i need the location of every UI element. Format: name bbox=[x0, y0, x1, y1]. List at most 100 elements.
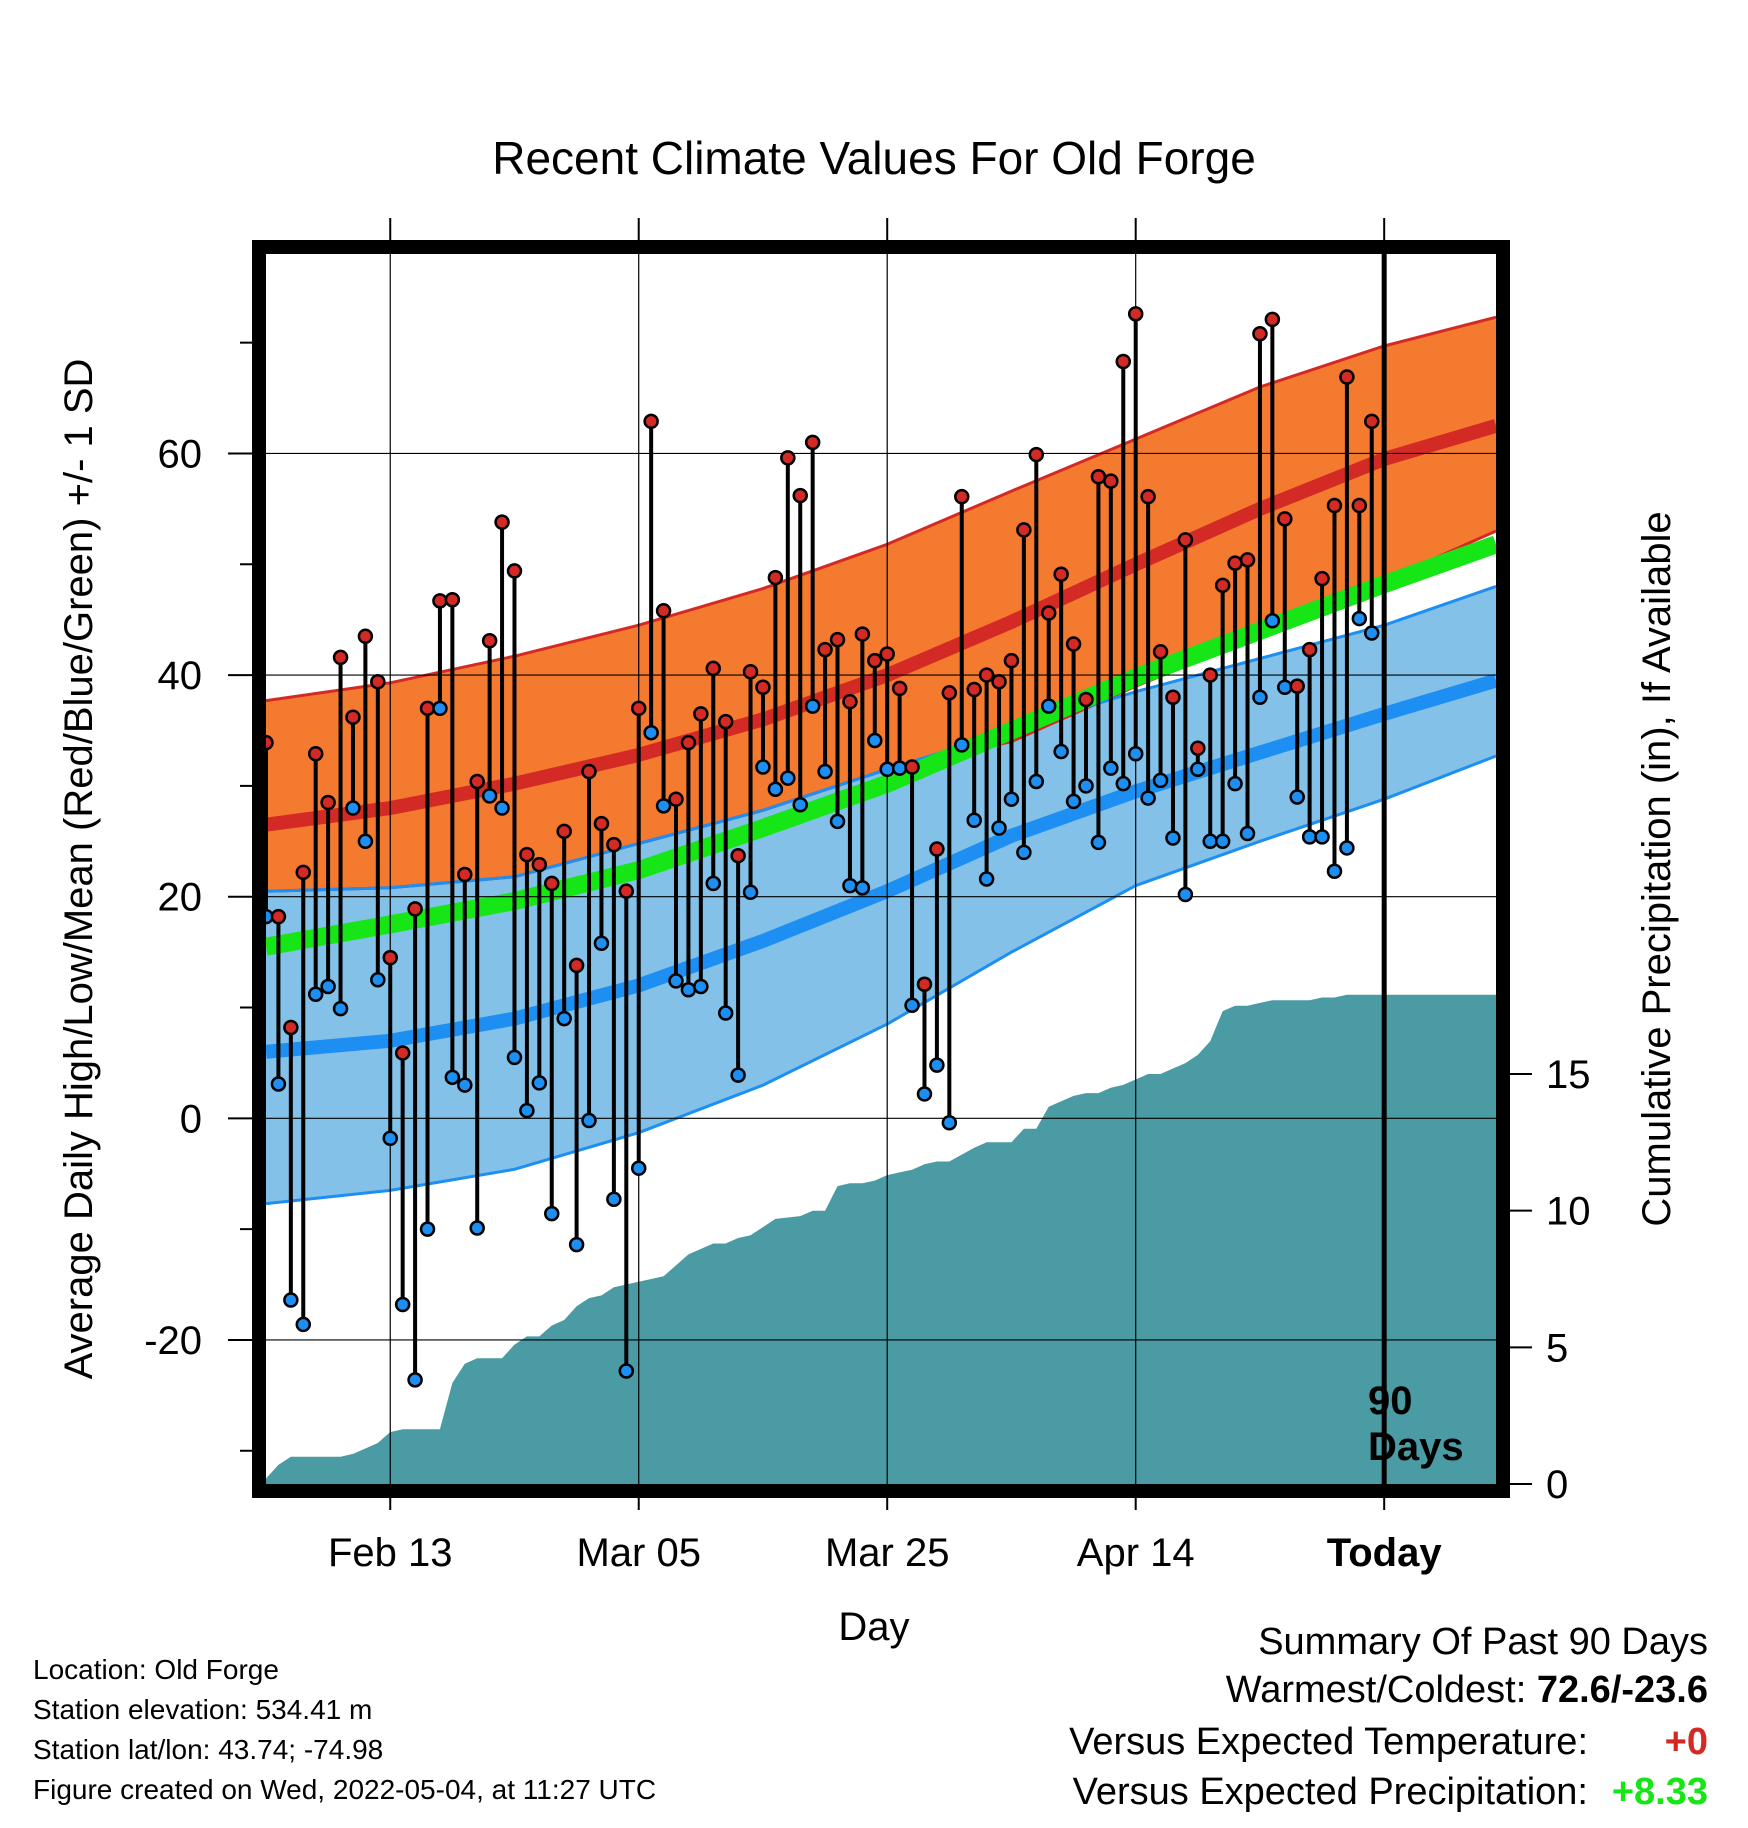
low-point bbox=[867, 732, 883, 749]
summary-precip-label: Versus Expected Precipitation: bbox=[1072, 1771, 1588, 1813]
high-point bbox=[382, 949, 398, 966]
high-point bbox=[929, 841, 945, 857]
high-point bbox=[966, 681, 982, 698]
low-point bbox=[295, 1316, 312, 1333]
summary-warm-cold-value: 72.6/-23.6 bbox=[1536, 1669, 1708, 1711]
low-point bbox=[991, 820, 1007, 836]
y-tick-label: 40 bbox=[158, 654, 203, 698]
low-point bbox=[1053, 743, 1069, 760]
summary-title: Summary Of Past 90 Days bbox=[1258, 1621, 1708, 1663]
high-point bbox=[1339, 369, 1355, 385]
x-tick-label: Mar 05 bbox=[576, 1531, 701, 1575]
low-point bbox=[1289, 789, 1305, 805]
high-point bbox=[370, 673, 386, 690]
low-point bbox=[1165, 830, 1181, 846]
daily-stems bbox=[266, 313, 1374, 1380]
high-point bbox=[991, 673, 1007, 690]
high-point bbox=[1314, 570, 1330, 587]
high-point bbox=[1127, 306, 1144, 322]
low-point bbox=[469, 1220, 485, 1236]
high-point bbox=[854, 626, 871, 642]
low-point bbox=[1152, 772, 1169, 789]
high-point bbox=[332, 649, 349, 666]
high-point bbox=[419, 700, 436, 717]
low-point bbox=[270, 1076, 287, 1092]
high-point bbox=[1028, 446, 1045, 463]
high-point bbox=[1277, 511, 1293, 527]
high-point bbox=[891, 680, 908, 697]
summary-temp-label: Versus Expected Temperature: bbox=[1069, 1721, 1588, 1763]
low-point bbox=[643, 724, 659, 741]
low-point bbox=[581, 1112, 597, 1129]
high-point bbox=[606, 836, 622, 853]
y-tick-label: -20 bbox=[144, 1319, 202, 1363]
low-point bbox=[1364, 625, 1380, 641]
low-point bbox=[693, 978, 709, 995]
footer-info: Location: Old Forge Station elevation: 5… bbox=[33, 1650, 656, 1810]
high-point bbox=[630, 700, 647, 717]
high-point bbox=[1364, 413, 1380, 430]
y-right-tick-label: 15 bbox=[1546, 1053, 1591, 1097]
high-point bbox=[668, 791, 684, 807]
low-point bbox=[345, 800, 361, 816]
low-point bbox=[792, 796, 808, 813]
high-point bbox=[978, 667, 995, 683]
low-point bbox=[519, 1102, 535, 1119]
high-point bbox=[954, 488, 970, 505]
low-point bbox=[568, 1236, 585, 1253]
low-point bbox=[1177, 886, 1194, 903]
high-point bbox=[1289, 678, 1305, 694]
high-point bbox=[693, 706, 709, 722]
high-point bbox=[1190, 740, 1206, 756]
high-point bbox=[1301, 641, 1318, 658]
low-point bbox=[829, 813, 846, 830]
x-tick-label: Feb 13 bbox=[328, 1531, 453, 1575]
x-tick-label: Apr 14 bbox=[1077, 1531, 1195, 1575]
high-point bbox=[1239, 552, 1256, 568]
low-point bbox=[742, 884, 759, 901]
high-point bbox=[568, 957, 585, 974]
low-point bbox=[854, 880, 871, 896]
high-point bbox=[1177, 532, 1194, 548]
low-point bbox=[1339, 840, 1355, 856]
high-point bbox=[1065, 636, 1082, 652]
low-point bbox=[506, 1049, 523, 1066]
low-point bbox=[307, 986, 324, 1002]
low-point bbox=[419, 1221, 436, 1237]
high-point bbox=[1040, 605, 1057, 621]
low-point bbox=[680, 982, 697, 998]
high-point bbox=[1078, 691, 1094, 708]
low-point bbox=[1103, 760, 1119, 776]
x-tick-label: Today bbox=[1327, 1531, 1443, 1575]
low-point bbox=[705, 875, 722, 892]
high-point bbox=[307, 746, 324, 762]
low-point bbox=[1016, 844, 1032, 861]
low-point bbox=[767, 781, 784, 797]
summary-precip-value: +8.33 bbox=[1611, 1771, 1708, 1813]
low-point bbox=[618, 1363, 635, 1379]
y-axis-left-label: Average Daily High/Low/Mean (Red/Blue/Gr… bbox=[57, 359, 101, 1380]
low-point bbox=[1277, 679, 1293, 696]
y-right-tick-label: 0 bbox=[1546, 1463, 1568, 1507]
low-point bbox=[941, 1115, 958, 1131]
y-axis-right: 0 5 10 15 bbox=[1510, 1053, 1591, 1507]
y-axis-right-label: Cumulative Precipitation (in), If Availa… bbox=[1635, 511, 1679, 1226]
high-point bbox=[407, 901, 423, 917]
high-point bbox=[544, 875, 560, 892]
high-point bbox=[705, 660, 722, 677]
low-point bbox=[394, 1296, 411, 1313]
low-point bbox=[1239, 825, 1256, 842]
low-point bbox=[978, 871, 995, 887]
y-right-tick-label: 5 bbox=[1546, 1326, 1568, 1370]
high-point bbox=[730, 847, 746, 864]
high-point bbox=[357, 628, 374, 645]
high-point bbox=[904, 759, 920, 775]
low-point bbox=[904, 997, 920, 1014]
high-point bbox=[717, 713, 734, 730]
high-point bbox=[1090, 468, 1107, 485]
low-point bbox=[494, 800, 510, 816]
today-label-1: 90 bbox=[1368, 1379, 1413, 1423]
high-point bbox=[1152, 644, 1169, 660]
low-point bbox=[1115, 775, 1132, 792]
